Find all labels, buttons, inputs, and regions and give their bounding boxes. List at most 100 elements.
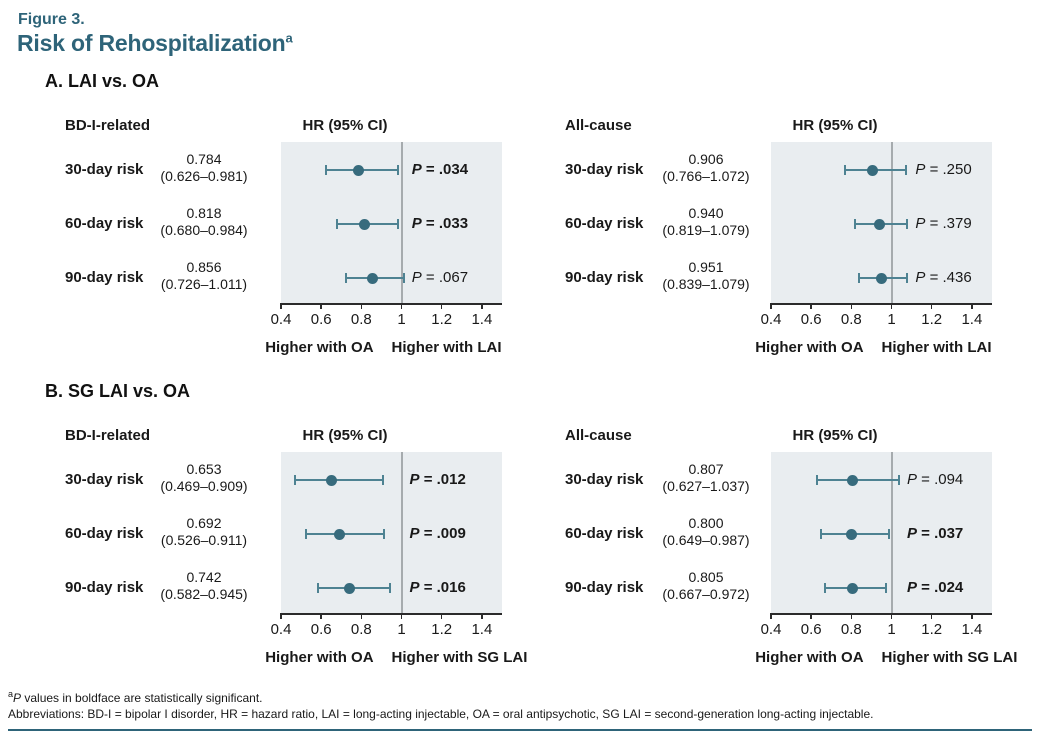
ci-cap-left xyxy=(823,583,826,593)
ci-cap-right xyxy=(906,219,909,229)
direction-label-left-panel-b-allcause: Higher with OA xyxy=(755,649,864,666)
x-axis-tick-label-panel-a-bdi: 0.4 xyxy=(270,311,292,328)
ci-cap-left xyxy=(820,529,823,539)
x-axis-tick-panel-b-allcause xyxy=(770,613,772,619)
risk-row-label: 30-day risk xyxy=(565,471,644,488)
hr-estimate-ci: (0.582–0.945) xyxy=(160,586,248,602)
point-estimate-dot xyxy=(367,272,379,284)
p-value: P = .379 xyxy=(915,215,972,232)
ci-cap-right xyxy=(389,583,392,593)
x-axis-tick-panel-b-allcause xyxy=(890,613,893,619)
x-axis-tick-label-panel-b-allcause: 0.4 xyxy=(760,621,782,638)
ci-cap-left xyxy=(293,475,296,485)
p-value: P = .250 xyxy=(915,161,972,178)
x-axis-tick-label-panel-a-bdi: 0.6 xyxy=(310,311,332,328)
risk-row-label: 90-day risk xyxy=(65,269,144,286)
bottom-divider-rule xyxy=(8,729,1032,731)
point-estimate-dot xyxy=(873,218,885,230)
direction-label-right-panel-b-allcause: Higher with SG LAI xyxy=(881,649,1018,666)
p-value: P = .016 xyxy=(409,579,466,596)
hr-estimate-value: 0.653 xyxy=(186,461,222,477)
hr-ci-header-panel-a-allcause: HR (95% CI) xyxy=(792,117,878,134)
x-axis-tick-label-panel-a-allcause: 0.4 xyxy=(760,311,782,328)
x-axis-tick-panel-b-bdi xyxy=(481,613,483,619)
direction-label-left-panel-a-allcause: Higher with OA xyxy=(755,339,864,356)
x-axis-tick-label-panel-b-bdi: 1 xyxy=(397,621,406,638)
x-axis-tick-panel-a-allcause xyxy=(890,303,893,309)
hr-estimate-value: 0.784 xyxy=(186,151,222,167)
ci-cap-left xyxy=(843,165,846,175)
risk-row-label: 30-day risk xyxy=(65,161,144,178)
hr-estimate-value: 0.818 xyxy=(186,205,222,221)
x-axis-tick-panel-b-allcause xyxy=(930,613,933,619)
footnote-superscript: a xyxy=(8,689,14,699)
x-axis-line-panel-a-allcause xyxy=(771,303,992,305)
x-axis-tick-panel-a-allcause xyxy=(930,303,933,309)
hr-estimate-ci: (0.649–0.987) xyxy=(662,532,750,548)
outcome-label-panel-b-bdi: BD-I-related xyxy=(65,427,151,444)
ci-line xyxy=(294,478,384,482)
footnote-significance: aP values in boldface are statistically … xyxy=(8,687,262,706)
direction-label-left-panel-a-bdi: Higher with OA xyxy=(265,339,374,356)
point-estimate-dot xyxy=(867,164,879,176)
point-estimate-dot xyxy=(845,528,857,540)
hr-estimate-ci: (0.667–0.972) xyxy=(662,586,750,602)
figure-title: Risk of Rehospitalizationa xyxy=(17,30,293,57)
hr-estimate-value: 0.906 xyxy=(688,151,724,167)
outcome-label-panel-a-bdi: BD-I-related xyxy=(65,117,151,134)
point-estimate-dot xyxy=(326,474,338,486)
ci-cap-right xyxy=(906,273,909,283)
x-axis-tick-panel-b-bdi xyxy=(320,613,322,619)
risk-row-label: 60-day risk xyxy=(65,525,144,542)
hr-estimate-ci: (0.819–1.079) xyxy=(662,222,750,238)
ci-cap-right xyxy=(884,583,887,593)
x-axis-tick-label-panel-b-bdi: 0.6 xyxy=(310,621,332,638)
x-axis-tick-label-panel-a-allcause: 0.8 xyxy=(840,311,862,328)
x-axis-tick-label-panel-a-bdi: 1.2 xyxy=(431,311,453,328)
x-axis-tick-label-panel-a-bdi: 0.8 xyxy=(350,311,372,328)
ci-cap-left xyxy=(325,165,328,175)
footnote-abbreviations: Abbreviations: BD-I = bipolar I disorder… xyxy=(8,707,874,721)
x-axis-tick-label-panel-a-allcause: 0.6 xyxy=(800,311,822,328)
x-axis-tick-label-panel-b-allcause: 1.4 xyxy=(961,621,983,638)
x-axis-tick-label-panel-b-allcause: 0.6 xyxy=(800,621,822,638)
risk-row-label: 60-day risk xyxy=(565,215,644,232)
x-axis-tick-panel-b-allcause xyxy=(810,613,812,619)
x-axis-tick-label-panel-b-allcause: 1.2 xyxy=(921,621,943,638)
p-value: P = .436 xyxy=(915,269,972,286)
x-axis-tick-label-panel-b-bdi: 1.4 xyxy=(471,621,493,638)
p-value: P = .009 xyxy=(409,525,466,542)
p-value: P = .012 xyxy=(409,471,466,488)
risk-row-label: 60-day risk xyxy=(565,525,644,542)
x-axis-tick-label-panel-b-bdi: 0.4 xyxy=(270,621,292,638)
ci-cap-left xyxy=(345,273,348,283)
x-axis-tick-label-panel-a-allcause: 1 xyxy=(887,311,896,328)
x-axis-tick-panel-a-bdi xyxy=(481,303,483,309)
ci-cap-left xyxy=(336,219,339,229)
x-axis-tick-panel-a-allcause xyxy=(770,303,772,309)
hr-estimate-ci: (0.526–0.911) xyxy=(160,532,248,548)
x-axis-line-panel-a-bdi xyxy=(281,303,502,305)
reference-line-panel-b-bdi xyxy=(400,452,403,613)
risk-row-label: 90-day risk xyxy=(565,579,644,596)
x-axis-tick-panel-a-allcause xyxy=(971,303,973,309)
x-axis-tick-panel-b-bdi xyxy=(360,613,363,619)
point-estimate-dot xyxy=(344,582,356,594)
p-value: P = .033 xyxy=(411,215,469,232)
ci-cap-left xyxy=(305,529,308,539)
hr-estimate-ci: (0.766–1.072) xyxy=(662,168,750,184)
p-value: P = .067 xyxy=(411,269,469,286)
x-axis-tick-label-panel-a-allcause: 1.4 xyxy=(961,311,983,328)
reference-line-panel-a-allcause xyxy=(890,142,893,303)
hr-estimate-value: 0.805 xyxy=(688,569,724,585)
x-axis-tick-label-panel-a-bdi: 1.4 xyxy=(471,311,493,328)
p-value: P = .024 xyxy=(906,579,964,596)
hr-estimate-value: 0.940 xyxy=(688,205,724,221)
hr-estimate-value: 0.800 xyxy=(688,515,724,531)
point-estimate-dot xyxy=(876,272,888,284)
hr-ci-header-panel-b-allcause: HR (95% CI) xyxy=(792,427,878,444)
figure-title-superscript: a xyxy=(285,30,293,46)
x-axis-tick-label-panel-b-allcause: 1 xyxy=(887,621,896,638)
hr-estimate-ci: (0.726–1.011) xyxy=(160,276,248,292)
x-axis-tick-label-panel-a-allcause: 1.2 xyxy=(921,311,943,328)
